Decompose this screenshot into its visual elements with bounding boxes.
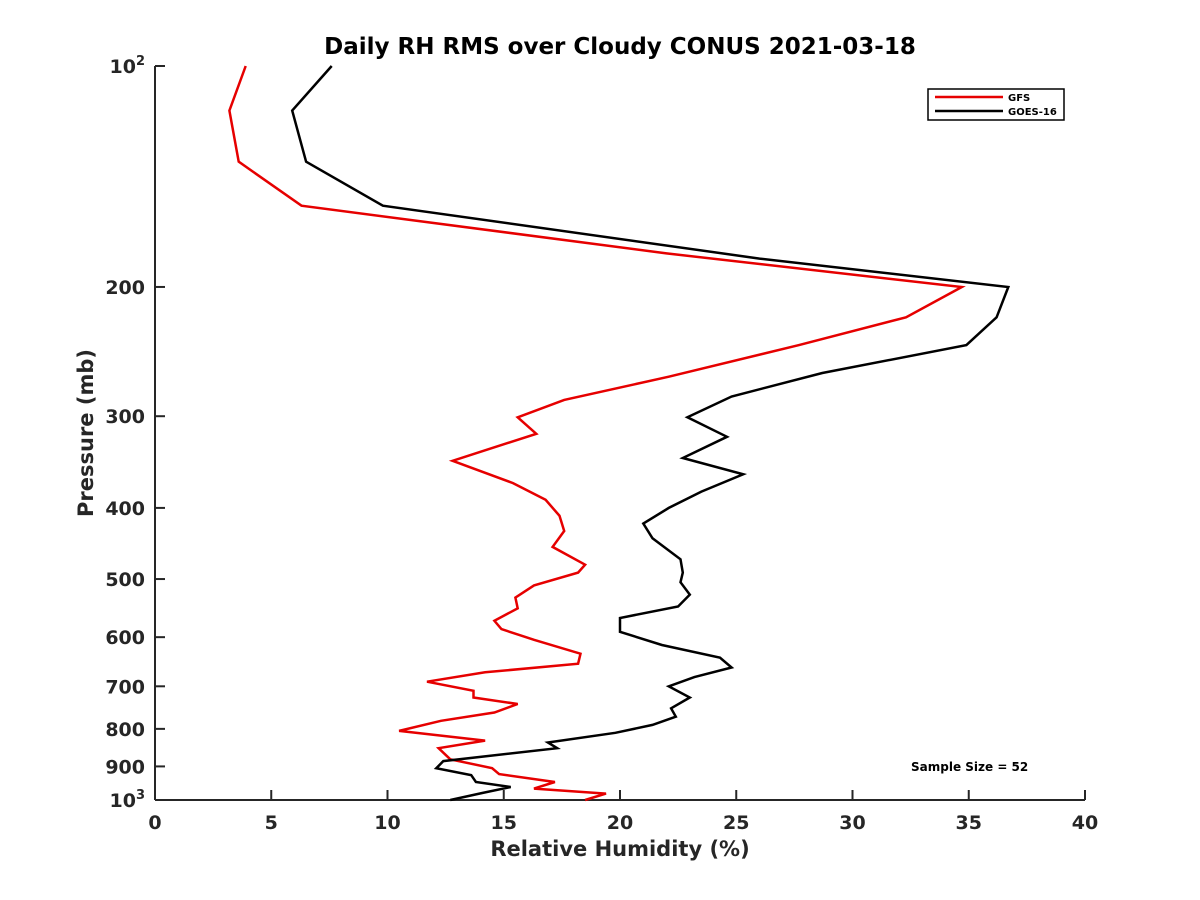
x-axis-label: Relative Humidity (%) <box>490 837 749 861</box>
legend-box <box>927 88 1065 121</box>
x-tick-label: 35 <box>956 812 982 834</box>
y-tick-exponent: 2 <box>136 54 145 69</box>
x-tick-label: 40 <box>1072 812 1098 834</box>
y-tick-label: 700 <box>105 676 145 698</box>
y-tick-label: 400 <box>105 498 145 520</box>
legend: GFS GOES-16 <box>927 88 1065 121</box>
x-tick-label: 0 <box>148 812 161 834</box>
y-tick-label: 102 <box>110 54 146 78</box>
x-tick-label: 5 <box>265 812 278 834</box>
y-tick-label: 103 <box>110 788 146 812</box>
y-tick-exponent: 3 <box>136 788 145 803</box>
y-tick-label: 800 <box>105 719 145 741</box>
y-tick-base: 10 <box>110 56 136 78</box>
legend-label-gfs: GFS <box>1008 93 1030 104</box>
y-tick-label: 300 <box>105 406 145 428</box>
y-axis-label: Pressure (mb) <box>74 349 98 517</box>
x-tick-label: 30 <box>839 812 865 834</box>
y-tick-label: 500 <box>105 569 145 591</box>
legend-label-goes16: GOES-16 <box>1008 107 1057 118</box>
series-line-goes16 <box>290 65 1011 802</box>
y-tick-label: 200 <box>105 277 145 299</box>
x-tick-label: 15 <box>491 812 517 834</box>
y-tick-base: 10 <box>110 790 136 812</box>
y-tick-label: 900 <box>105 756 145 778</box>
sample-size-annotation: Sample Size = 52 <box>911 760 1028 774</box>
x-tick-label: 20 <box>607 812 633 834</box>
x-tick-label: 25 <box>723 812 749 834</box>
y-tick-label: 600 <box>105 627 145 649</box>
series-line-gfs <box>228 65 966 802</box>
chart-title: Daily RH RMS over Cloudy CONUS 2021-03-1… <box>324 34 916 60</box>
x-tick-label: 10 <box>374 812 400 834</box>
